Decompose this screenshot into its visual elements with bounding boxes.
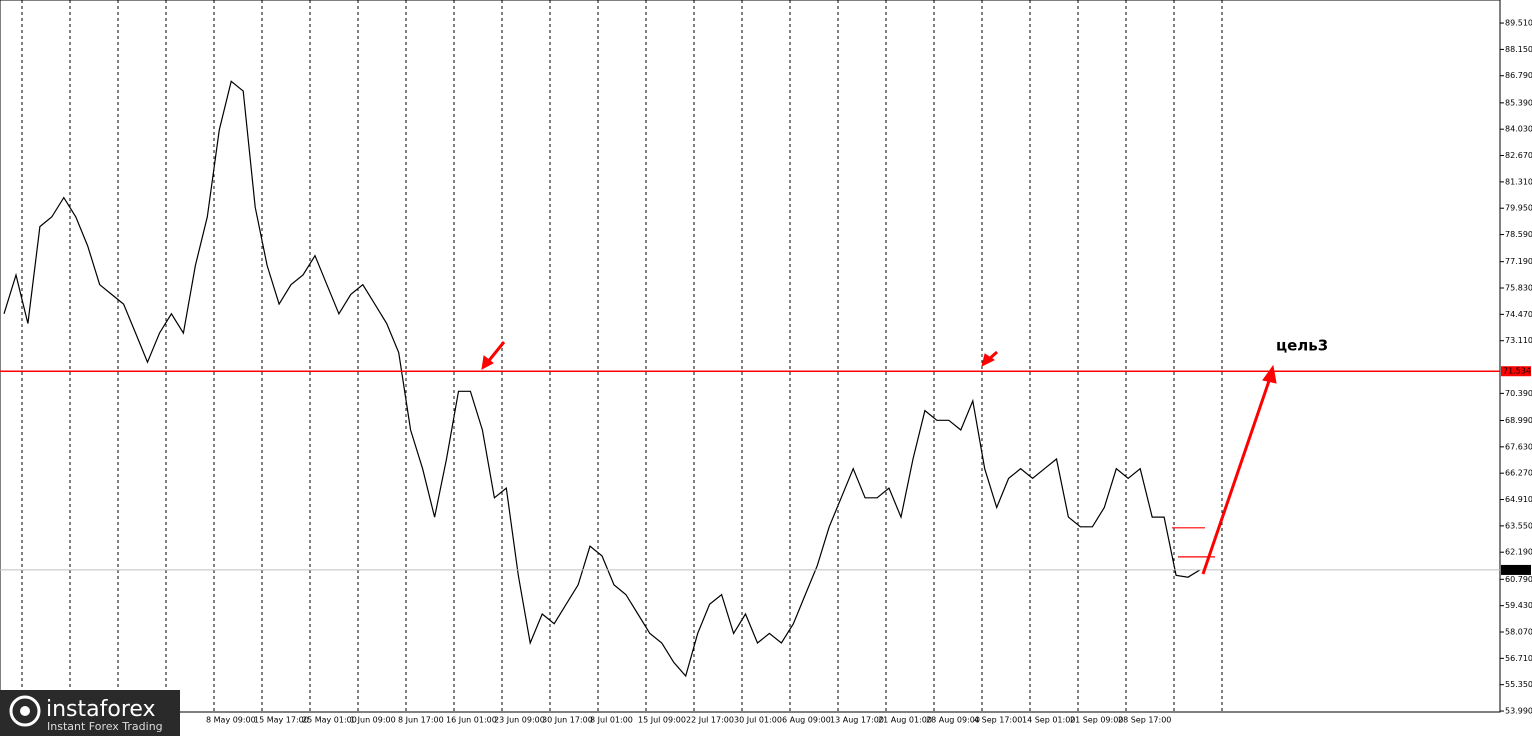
y-tick-label: 85.390 xyxy=(1505,98,1532,107)
current-label: 61.275 xyxy=(1503,565,1531,574)
y-tick-label: 88.150 xyxy=(1505,45,1532,54)
x-tick-label: 15 Jul 09:00 xyxy=(638,716,686,725)
logo-icon xyxy=(20,706,30,716)
y-tick-label: 77.190 xyxy=(1505,257,1532,266)
x-tick-label: 28 Aug 09:00 xyxy=(926,716,980,725)
y-tick-label: 64.910 xyxy=(1505,495,1532,504)
arrows xyxy=(481,341,1277,575)
y-tick-label: 68.990 xyxy=(1505,416,1532,425)
x-tick-label: 16 Jun 01:00 xyxy=(446,716,497,725)
x-tick-label: 25 May 01:00 xyxy=(302,716,357,725)
y-tick-label: 62.190 xyxy=(1505,548,1532,557)
y-tick-label: 73.110 xyxy=(1505,336,1532,345)
y-tick-label: 74.470 xyxy=(1505,310,1532,319)
y-tick-label: 84.030 xyxy=(1505,125,1532,134)
logo-tagline: Instant Forex Trading xyxy=(47,720,163,733)
x-tick-label: 22 Jul 17:00 xyxy=(686,716,734,725)
x-tick-label: 21 Sep 09:00 xyxy=(1070,716,1123,725)
resistance-label: 71.534 xyxy=(1503,367,1531,376)
price-line xyxy=(3,80,1201,678)
x-tick-label: 8 May 09:00 xyxy=(206,716,256,725)
logo-name: instaforex xyxy=(46,697,156,722)
y-tick-label: 63.550 xyxy=(1505,521,1532,530)
x-tick-label: 23 Jun 09:00 xyxy=(494,716,545,725)
arrow-head xyxy=(1262,364,1277,384)
y-tick-label: 56.710 xyxy=(1505,654,1532,663)
y-tick-label: 55.350 xyxy=(1505,680,1532,689)
x-tick-label: 15 May 17:00 xyxy=(254,716,309,725)
y-tick-label: 75.830 xyxy=(1505,284,1532,293)
x-tick-label: 13 Aug 17:00 xyxy=(830,716,884,725)
x-tick-label: 30 Jul 01:00 xyxy=(734,716,782,725)
arrow-head xyxy=(481,355,494,370)
resistance-label-box xyxy=(1501,366,1531,377)
x-tick-label: 4 Sep 17:00 xyxy=(974,716,1022,725)
x-tick-label: 1 Jun 09:00 xyxy=(350,716,396,725)
period-separators xyxy=(21,0,1223,712)
y-tick-label: 78.590 xyxy=(1505,230,1532,239)
x-tick-label: 21 Aug 01:00 xyxy=(878,716,932,725)
y-tick-label: 59.430 xyxy=(1505,601,1532,610)
y-tick-label: 67.630 xyxy=(1505,442,1532,451)
current-label-box xyxy=(1501,564,1531,575)
y-tick-label: 89.510 xyxy=(1505,19,1532,28)
arrow xyxy=(1201,377,1272,575)
x-tick-label: 14 Sep 01:00 xyxy=(1022,716,1075,725)
plot-frame xyxy=(0,0,1501,713)
y-tick-label: 66.270 xyxy=(1505,469,1532,478)
y-tick-label: 79.950 xyxy=(1505,204,1532,213)
arrow xyxy=(485,341,506,364)
arrow-head xyxy=(981,353,995,367)
x-tick-label: 30 Jun 17:00 xyxy=(542,716,593,725)
y-tick-label: 81.310 xyxy=(1505,177,1532,186)
y-tick-label: 70.390 xyxy=(1505,389,1532,398)
y-tick-label: 86.790 xyxy=(1505,71,1532,80)
y-tick-label: 53.990 xyxy=(1505,707,1532,716)
annotation: цель3 xyxy=(1276,337,1328,355)
y-tick-label: 58.070 xyxy=(1505,628,1532,637)
y-tick-label: 82.670 xyxy=(1505,151,1532,160)
logo-icon xyxy=(9,695,41,727)
x-tick-label: 8 Jul 01:00 xyxy=(590,716,633,725)
logo: instaforex Instant Forex Trading xyxy=(0,690,180,736)
y-tick-label: 60.790 xyxy=(1505,575,1532,584)
x-tick-label: 6 Aug 09:00 xyxy=(782,716,831,725)
x-tick-label: 8 Jun 17:00 xyxy=(398,716,444,725)
x-tick-label: 28 Sep 17:00 xyxy=(1118,716,1171,725)
